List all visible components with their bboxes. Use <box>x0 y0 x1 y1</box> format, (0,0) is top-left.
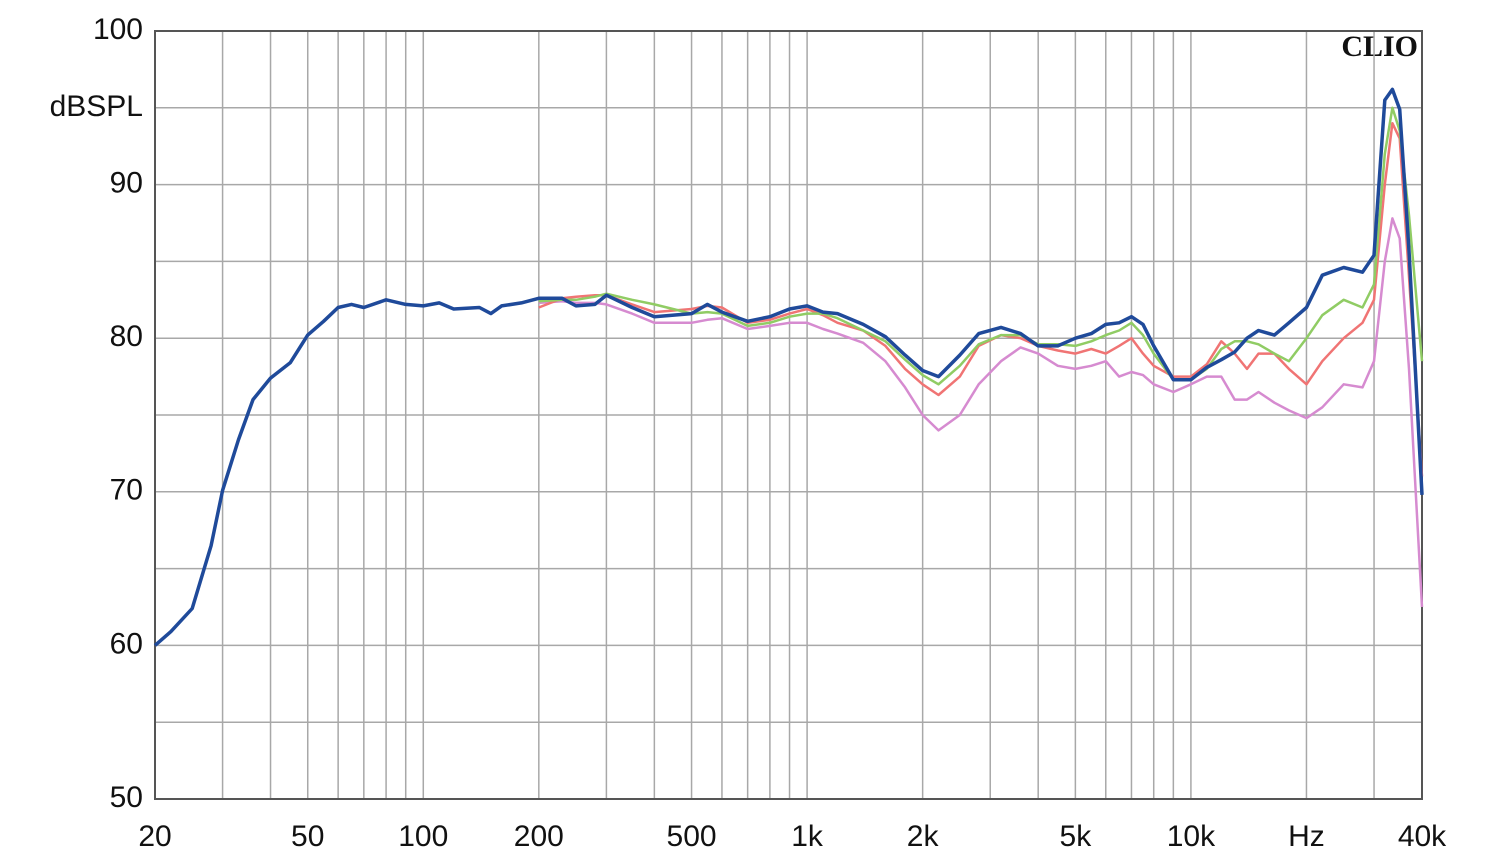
x-tick-label: 10k <box>1167 820 1216 853</box>
y-tick-label: 70 <box>110 474 143 507</box>
y-axis-label: dBSPL <box>50 90 143 123</box>
x-tick-label: 500 <box>667 820 717 853</box>
series-line <box>538 217 1424 608</box>
x-tick-label: 1k <box>791 820 824 853</box>
x-tick-label: 200 <box>514 820 564 853</box>
annotation: CLIO <box>1341 30 1418 63</box>
series-line <box>153 87 1424 647</box>
series-line <box>538 121 1424 477</box>
x-tick-label: Hz <box>1288 820 1325 853</box>
x-tick-label: 20 <box>138 820 171 853</box>
x-tick-label: 2k <box>907 820 940 853</box>
x-tick-label: 50 <box>291 820 324 853</box>
y-tick-label: 100 <box>93 13 143 46</box>
x-tick-label: 5k <box>1060 820 1093 853</box>
y-tick-label: 90 <box>110 167 143 200</box>
y-tick-label: 60 <box>110 627 143 660</box>
series-line <box>538 106 1424 386</box>
y-tick-label: 80 <box>110 320 143 353</box>
y-tick-label: 50 <box>110 781 143 814</box>
plot-frame <box>154 30 1423 800</box>
x-tick-label: 100 <box>398 820 448 853</box>
grid <box>154 30 1423 800</box>
x-tick-label: 40k <box>1398 820 1447 853</box>
